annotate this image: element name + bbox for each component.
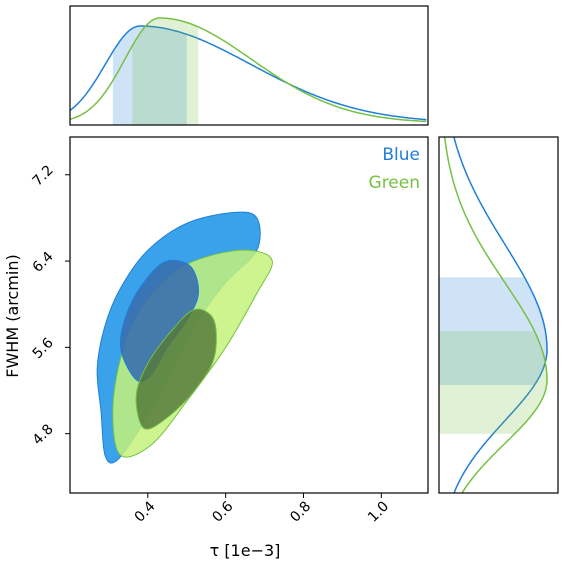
x-tick-label-1: 0.6 — [209, 498, 236, 525]
fwhm-marginal — [439, 137, 548, 493]
blue-fwhm-density — [453, 137, 548, 493]
x-tick-label-3: 1.0 — [365, 499, 392, 526]
fwhm-marginal-frame — [438, 136, 559, 494]
y-tick-label-0: 4.8 — [30, 421, 57, 448]
green-tau-interval — [132, 18, 199, 125]
x-axis-label: τ [1e−3] — [210, 541, 281, 560]
x-tick-label-0: 0.4 — [132, 498, 159, 525]
green-fwhm-interval — [439, 331, 547, 434]
legend-entry-blue: Blue — [382, 145, 420, 165]
blue-tau-density — [70, 25, 427, 121]
y-tick-label-3: 7.2 — [30, 162, 57, 189]
legend-entry-green: Green — [369, 173, 420, 193]
y-axis-label: FWHM (arcmin) — [3, 254, 22, 377]
y-tick-label-1: 5.6 — [30, 335, 57, 362]
tau-marginal-frame — [69, 5, 429, 126]
green-contour68-region — [135, 308, 217, 430]
y-tick-label-2: 6.4 — [30, 249, 57, 276]
x-tick-label-2: 0.8 — [287, 499, 314, 526]
blue-fwhm-interval — [439, 277, 547, 386]
green-fwhm-density — [443, 137, 548, 493]
joint-panel-frame — [69, 136, 429, 494]
blue-tau-interval — [112, 26, 187, 125]
tau-marginal — [70, 17, 427, 125]
joint-contours — [96, 211, 273, 464]
green-tau-density — [70, 17, 427, 123]
